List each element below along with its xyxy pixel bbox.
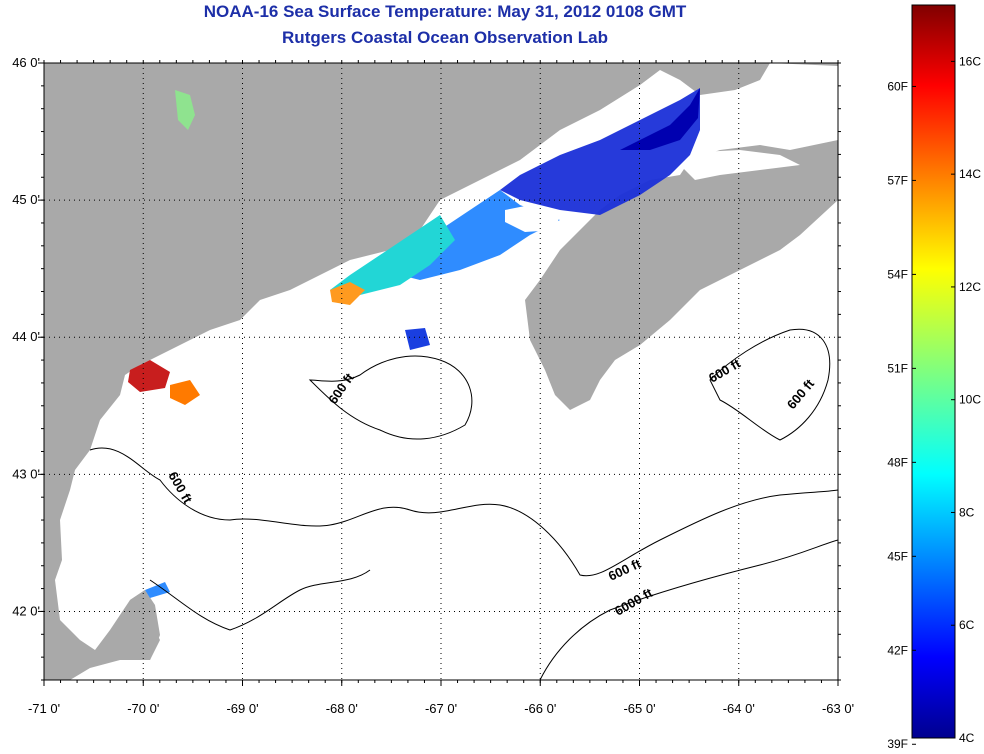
sst-swath-fundy bbox=[500, 88, 700, 215]
y-tick-label: 44 0' bbox=[12, 329, 40, 344]
sst-green-lake bbox=[175, 90, 195, 130]
y-tick-label: 43 0' bbox=[12, 466, 40, 481]
colorbar-fahrenheit-labels: 60F 57F 54F 51F 48F 45F 42F 39F bbox=[887, 79, 916, 751]
x-tick-label: -65 0' bbox=[623, 701, 655, 716]
sst-swath-coast bbox=[330, 215, 455, 295]
colorbar-c-label: 14C bbox=[959, 167, 981, 181]
sst-swath-deep bbox=[620, 88, 700, 150]
colorbar-f-label: 42F bbox=[887, 643, 908, 657]
colorbar-c-label: 8C bbox=[959, 505, 975, 519]
sst-blue-patch-2 bbox=[145, 582, 170, 598]
sst-warm-patch bbox=[330, 282, 365, 305]
x-tick-label: -68 0' bbox=[326, 701, 358, 716]
colorbar-c-label: 16C bbox=[959, 54, 981, 68]
colorbar-c-label: 6C bbox=[959, 618, 975, 632]
y-tick-label: 46 0' bbox=[12, 55, 40, 70]
colorbar-f-label: 48F bbox=[887, 455, 908, 469]
x-tick-label: -66 0' bbox=[524, 701, 556, 716]
y-tick-label: 42 0' bbox=[12, 603, 40, 618]
land-cape-cod bbox=[130, 590, 160, 660]
colorbar-f-label: 45F bbox=[887, 549, 908, 563]
x-tick-label: -63 0' bbox=[822, 701, 854, 716]
colorbar-f-label: 57F bbox=[887, 173, 908, 187]
map-subtitle: Rutgers Coastal Ocean Observation Lab bbox=[282, 28, 608, 47]
colorbar-f-label: 60F bbox=[887, 79, 908, 93]
minas-basin bbox=[680, 150, 800, 180]
contour-600ft-west bbox=[89, 447, 838, 577]
y-axis-ticks: 46 0' 45 0' 44 0' 43 0' 42 0' bbox=[12, 55, 841, 681]
contour-600ft-gulf bbox=[308, 355, 473, 440]
colorbar bbox=[911, 4, 956, 739]
colorbar-f-label: 51F bbox=[887, 361, 908, 375]
x-tick-label: -71 0' bbox=[28, 701, 60, 716]
bathymetry-contours bbox=[89, 328, 838, 680]
x-tick-label: -70 0' bbox=[127, 701, 159, 716]
colorbar-f-label: 39F bbox=[887, 737, 908, 751]
y-tick-label: 45 0' bbox=[12, 192, 40, 207]
land-new-england bbox=[44, 63, 838, 680]
x-tick-label: -67 0' bbox=[425, 701, 457, 716]
contour-600ft-east bbox=[709, 328, 831, 441]
contour-600ft-south bbox=[149, 569, 371, 631]
x-axis-ticks: -71 0' -70 0' -69 0' -68 0' -67 0' -66 0' -65 … bbox=[28, 60, 854, 716]
contour-6000ft bbox=[539, 539, 838, 680]
colorbar-celsius-labels: 16C 14C 12C 10C 8C 6C 4C bbox=[951, 54, 981, 745]
sst-cloud-gap bbox=[505, 205, 560, 232]
x-tick-label: -64 0' bbox=[723, 701, 755, 716]
sst-blue-patch bbox=[405, 328, 430, 350]
sst-coastal-warm bbox=[128, 360, 170, 392]
colorbar-f-label: 54F bbox=[887, 267, 908, 281]
map-title: NOAA-16 Sea Surface Temperature: May 31,… bbox=[203, 2, 687, 21]
colorbar-c-label: 4C bbox=[959, 731, 975, 745]
colorbar-c-label: 12C bbox=[959, 280, 981, 294]
x-tick-label: -69 0' bbox=[226, 701, 258, 716]
land-nova-scotia bbox=[525, 140, 838, 410]
colorbar-c-label: 10C bbox=[959, 393, 981, 407]
sst-orange-spot bbox=[170, 380, 200, 405]
